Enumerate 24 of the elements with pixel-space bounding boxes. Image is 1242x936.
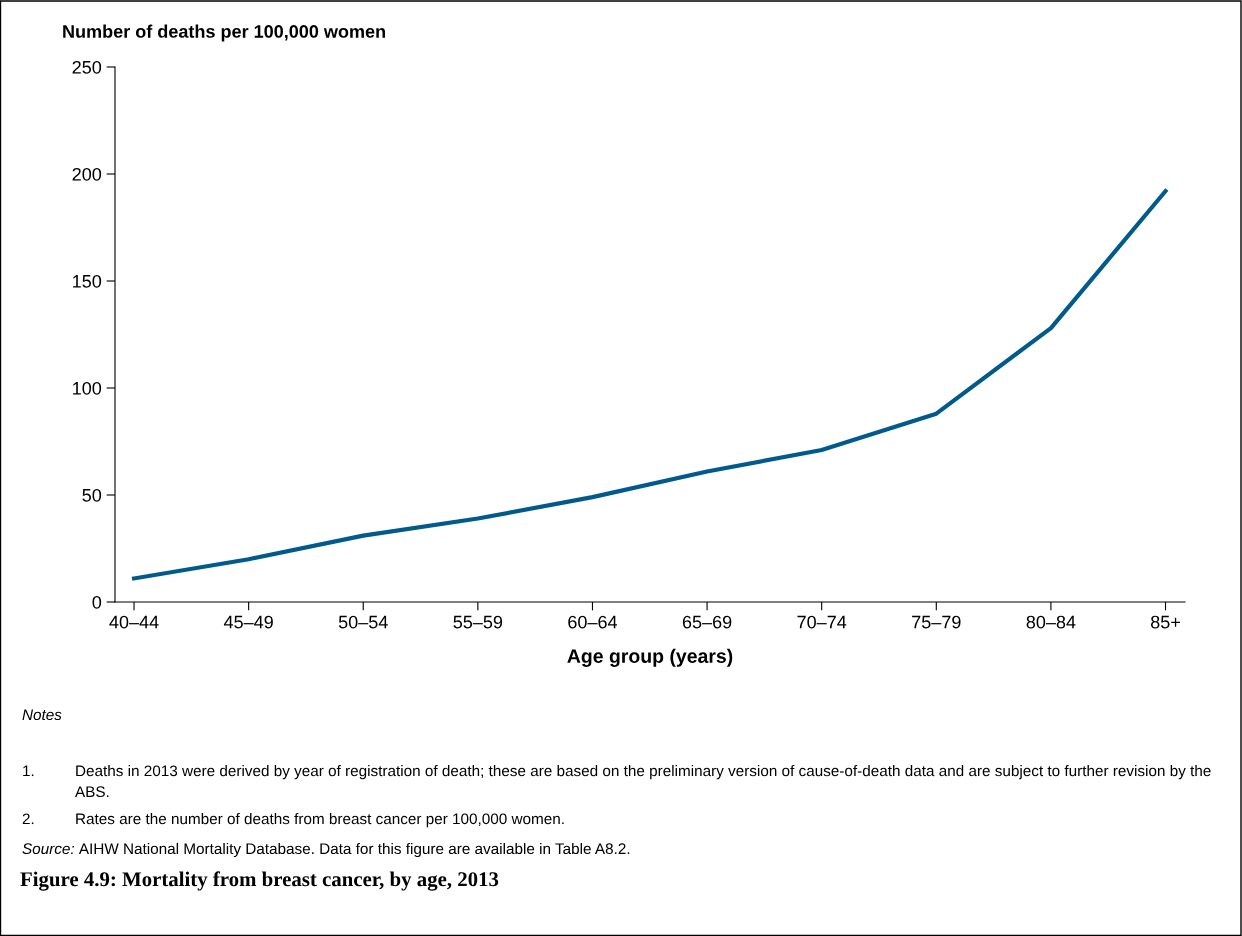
y-tick-label: 100 [73, 381, 102, 395]
x-tick-label: 60–64 [568, 615, 618, 629]
y-tick-label: 200 [72, 167, 102, 181]
y-tick-label: 250 [72, 60, 102, 74]
x-tick-label: 85+ [1150, 615, 1180, 629]
x-tick-label: 55–59 [453, 615, 503, 629]
line-series [131, 189, 1168, 581]
text: Notes [22, 709, 62, 721]
text: 2. Rates are the number of deaths from breast cancer per 100,000 women. [22, 813, 564, 828]
x-tick-label: 80–84 [1026, 615, 1076, 629]
source-note: Source: AIHW National Mortality Database. Data for this figure are available in Table A8.2. [22, 842, 630, 858]
x-tick-label: 70–74 [797, 615, 847, 629]
text: Figure 4.9: Mortality from breast cancer, by age, 2013 [20, 871, 499, 891]
x-tick-label: 50–54 [338, 615, 388, 629]
text: 1. Deaths in 2013 were derived by year of registration of death; these are based on the preliminary version of cause-of-death data and are subject to further revision by the ABS. [23, 765, 1211, 798]
x-tick-label: 65–69 [682, 615, 732, 629]
x-tick-label: 75–79 [912, 615, 961, 629]
y-tick-label: 0 [92, 595, 102, 609]
y-tick-label: 50 [82, 488, 102, 502]
x-tick-label: 40–44 [109, 615, 159, 629]
y-axis-title: Number of deaths per 100,000 women [63, 24, 385, 42]
y-tick-label: 150 [73, 274, 102, 288]
x-axis-title: Age group (years) [567, 648, 733, 667]
x-tick-label: 45–49 [223, 615, 273, 629]
